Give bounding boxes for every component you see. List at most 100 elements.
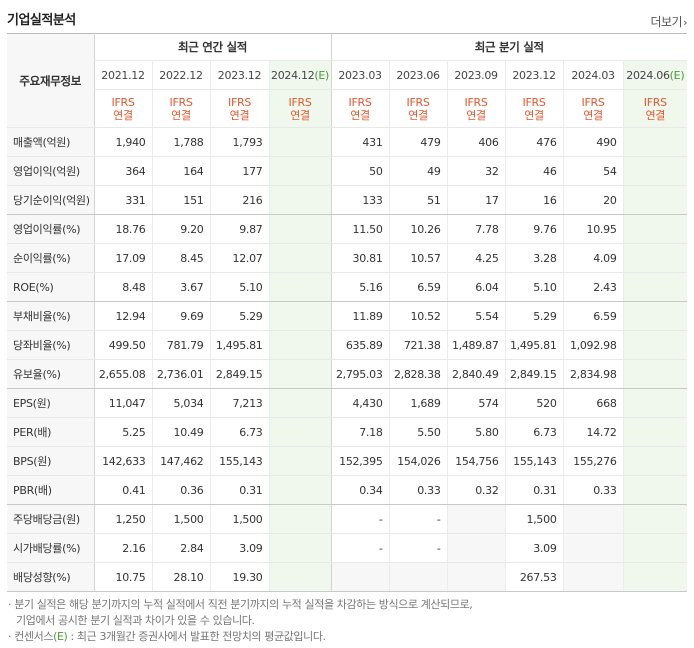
value-cell: 19.30: [209, 562, 269, 592]
value-cell: 6.59: [562, 301, 624, 331]
accounting-basis: IFRS 연결: [151, 89, 210, 128]
basis-scope: 연결: [645, 108, 666, 122]
value-cell: 5.50: [388, 417, 448, 447]
value-cell: 154,026: [388, 446, 448, 476]
value-cell: [622, 388, 688, 418]
value-cell: 479: [388, 127, 448, 157]
value-cell: 5.29: [504, 301, 564, 331]
value-cell: 18.76: [93, 214, 152, 244]
value-cell: 1,500: [151, 504, 210, 534]
row-header-label: 주요재무정보: [7, 33, 94, 128]
period-header: 2022.12: [151, 60, 210, 90]
value-cell: 8.48: [93, 272, 152, 302]
value-cell: 32: [446, 156, 506, 186]
value-cell: [446, 562, 506, 592]
value-cell: [622, 562, 688, 592]
row-label: EPS(원): [7, 388, 94, 418]
value-cell: [622, 156, 688, 186]
value-cell: 635.89: [330, 330, 390, 360]
value-cell: 0.36: [151, 475, 210, 505]
value-cell: 51: [388, 185, 448, 215]
value-cell: 10.49: [151, 417, 210, 447]
value-cell: [268, 330, 332, 360]
table-row: 시가배당률(%) 2.16 2.84 3.09- -3.09: [7, 533, 688, 563]
table-row: 매출액(억원) 1,940 1,788 1,793 431 479 406 476 490: [7, 127, 688, 157]
value-cell: 1,689: [388, 388, 448, 418]
basis-standard: IFRS: [464, 95, 488, 109]
value-cell: [622, 214, 688, 244]
footnote-2-estimate-mark: (E): [53, 630, 68, 643]
value-cell: 216: [209, 185, 269, 215]
accounting-basis: IFRS 연결: [504, 89, 564, 128]
value-cell: 177: [209, 156, 269, 186]
value-cell: 1,500: [209, 504, 269, 534]
value-cell: 11,047: [93, 388, 152, 418]
period-label: 2023.06: [396, 68, 440, 82]
value-cell: [622, 127, 688, 157]
accounting-basis: IFRS 연결: [268, 89, 332, 128]
value-cell: 2,840.49: [446, 359, 506, 389]
value-cell: [446, 533, 506, 563]
table-row: 당좌비율(%) 499.50 781.79 1,495.81 635.89 721.38 1…: [7, 330, 688, 360]
accounting-basis: IFRS 연결: [330, 89, 390, 128]
row-label: 당기순이익(억원): [7, 185, 94, 215]
value-cell: 155,143: [209, 446, 269, 476]
value-cell: [622, 417, 688, 447]
value-cell: 0.31: [504, 475, 564, 505]
basis-standard: IFRS: [288, 95, 312, 109]
value-cell: [268, 243, 332, 273]
value-cell: 20: [562, 185, 624, 215]
basis-standard: IFRS: [581, 95, 605, 109]
period-header: 2024.12(E): [268, 60, 332, 90]
row-label: 당좌비율(%): [7, 330, 94, 360]
accounting-basis: IFRS 연결: [209, 89, 269, 128]
table-row: EPS(원) 11,047 5,034 7,213 4,430 1,689 574 520 66…: [7, 388, 688, 418]
footnote-1: · 분기 실적은 해당 분기까지의 누적 실적에서 직전 분기까지의 누적 실적…: [8, 598, 473, 611]
value-cell: 5.80: [446, 417, 506, 447]
footnote-1-cont: 기업에서 공시한 분기 실적과 차이가 있을 수 있습니다.: [16, 614, 255, 627]
annual-group-header: 최근 연간 실적: [93, 33, 332, 61]
value-cell: 5.29: [209, 301, 269, 331]
value-cell: 6.04: [446, 272, 506, 302]
value-cell: [268, 533, 332, 563]
value-cell: 2.43: [562, 272, 624, 302]
period-header: 2023.12: [209, 60, 269, 90]
value-cell: [268, 127, 332, 157]
value-cell: 9.20: [151, 214, 210, 244]
value-cell: -: [330, 504, 390, 534]
value-cell: [622, 446, 688, 476]
value-cell: 16: [504, 185, 564, 215]
value-cell: 155,143: [504, 446, 564, 476]
value-cell: [268, 417, 332, 447]
value-cell: 11.50: [330, 214, 390, 244]
row-label: BPS(원): [7, 446, 94, 476]
row-label: 영업이익(억원): [7, 156, 94, 186]
value-cell: 7,213: [209, 388, 269, 418]
accounting-basis: IFRS 연결: [446, 89, 506, 128]
value-cell: 3.67: [151, 272, 210, 302]
value-cell: 476: [504, 127, 564, 157]
more-link[interactable]: 더보기›: [650, 13, 687, 30]
table-row: 부채비율(%) 12.94 9.69 5.29 11.89 10.52 5.54 5.29 6.…: [7, 301, 688, 331]
value-cell: 155,276: [562, 446, 624, 476]
table-row: PER(배) 5.25 10.49 6.73 7.18 5.50 5.80 6.73 14.72: [7, 417, 688, 447]
value-cell: [622, 185, 688, 215]
value-cell: 2,828.38: [388, 359, 448, 389]
table-row: 배당성향(%) 10.75 28.10 19.30 267.53: [7, 562, 688, 592]
table-row: BPS(원) 142,633 147,462 155,143 152,395 154,02…: [7, 446, 688, 476]
basis-standard: IFRS: [169, 95, 193, 109]
value-cell: [388, 562, 448, 592]
value-cell: [622, 475, 688, 505]
value-cell: 49: [388, 156, 448, 186]
period-label: 2023.09: [454, 68, 498, 82]
value-cell: 1,495.81: [209, 330, 269, 360]
period-header: 2021.12: [93, 60, 152, 90]
table-row: 영업이익(억원) 364 164 177 50 49 32 46 54: [7, 156, 688, 186]
row-label: 매출액(억원): [7, 127, 94, 157]
value-cell: 7.18: [330, 417, 390, 447]
basis-standard: IFRS: [228, 95, 251, 109]
value-cell: [562, 533, 624, 563]
basis-scope: 연결: [466, 108, 486, 122]
table-row: 당기순이익(억원) 331 151 216 133 51 17 16 20: [7, 185, 688, 215]
row-label: 배당성향(%): [7, 562, 94, 592]
